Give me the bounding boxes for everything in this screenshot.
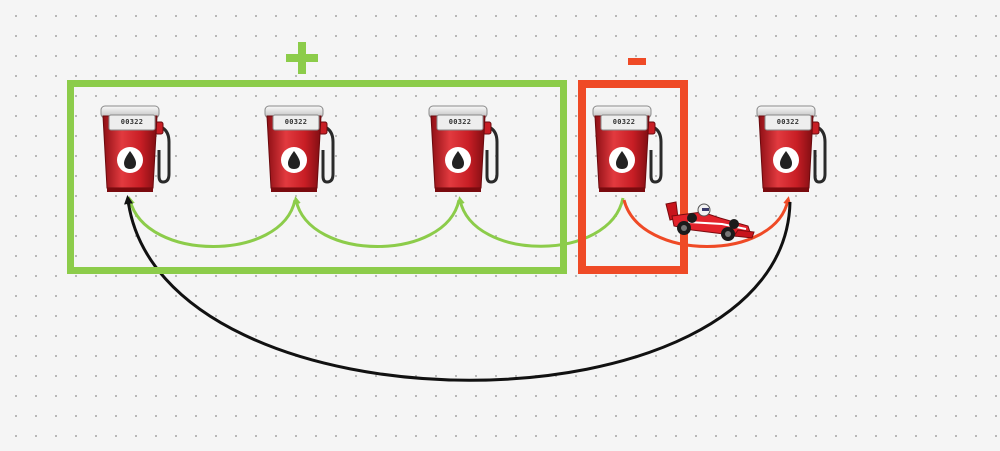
arrow-pump5-to-pump1 — [124, 195, 792, 382]
fuel-pump-icon: 00322 — [257, 102, 337, 196]
fuel-drop-icon — [780, 151, 792, 169]
plus-group-frame — [67, 80, 567, 274]
pump-reading: 00322 — [612, 118, 636, 126]
pump-reading: 00322 — [448, 118, 472, 126]
pump-reading: 00322 — [776, 118, 800, 126]
fuel-drop-icon — [452, 151, 464, 169]
minus-label — [626, 48, 650, 72]
race-car-icon — [662, 196, 756, 244]
fuel-pump-icon: 00322 — [421, 102, 501, 196]
arrow-pump2-to-pump1 — [127, 196, 297, 248]
fuel-pump-icon: 00322 — [93, 102, 173, 196]
pump-reading: 00322 — [120, 118, 144, 126]
arrow-pump4-to-pump5 — [622, 196, 792, 248]
plus-label — [280, 28, 324, 88]
fuel-pump-icon: 00322 — [749, 102, 829, 196]
fuel-pump-icon: 00322 — [585, 102, 665, 196]
fuel-drop-icon — [288, 151, 300, 169]
minus-group-frame — [578, 80, 688, 274]
arrow-pump3-to-pump2 — [292, 196, 461, 248]
fuel-drop-icon — [124, 151, 136, 169]
pump-reading: 00322 — [284, 118, 308, 126]
arrow-pump4-to-pump3 — [456, 196, 625, 248]
fuel-drop-icon — [616, 151, 628, 169]
